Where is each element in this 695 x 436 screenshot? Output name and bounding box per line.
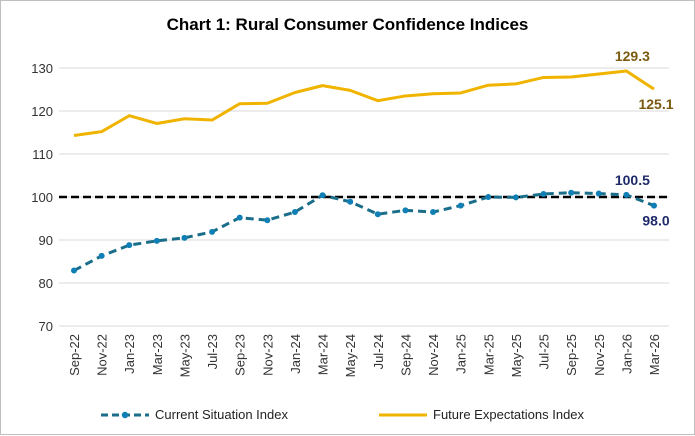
x-tick-label: Sep-23 bbox=[233, 334, 248, 376]
data-point bbox=[319, 192, 326, 199]
data-point bbox=[236, 214, 243, 221]
x-tick-label: Mar-25 bbox=[481, 334, 496, 375]
x-tick-label: Nov-23 bbox=[260, 334, 275, 376]
data-point bbox=[374, 211, 381, 218]
data-label: 100.5 bbox=[615, 172, 650, 188]
legend-item-future: Future Expectations Index bbox=[379, 407, 584, 422]
data-point bbox=[264, 217, 271, 224]
x-tick-label: Jan-24 bbox=[288, 334, 303, 374]
data-label: 125.1 bbox=[638, 96, 673, 112]
data-point bbox=[126, 242, 133, 249]
x-tick-label: Sep-22 bbox=[67, 334, 82, 376]
x-tick-label: Nov-22 bbox=[95, 334, 110, 376]
data-point bbox=[402, 207, 409, 214]
data-point bbox=[430, 209, 437, 216]
x-tick-label: May-23 bbox=[177, 334, 192, 377]
chart-title: Chart 1: Rural Consumer Confidence Indic… bbox=[166, 15, 529, 34]
legend-item-current: Current Situation Index bbox=[101, 407, 288, 422]
x-tick-label: Mar-24 bbox=[316, 334, 331, 375]
x-tick-label: May-25 bbox=[509, 334, 524, 377]
x-tick-label: Mar-23 bbox=[150, 334, 165, 375]
legend-label-current: Current Situation Index bbox=[155, 407, 288, 422]
x-tick-label: Mar-26 bbox=[647, 334, 662, 375]
y-tick-label: 70 bbox=[39, 319, 53, 334]
x-tick-label: Jan-23 bbox=[122, 334, 137, 374]
data-point bbox=[98, 252, 105, 259]
y-tick-label: 90 bbox=[39, 233, 53, 248]
data-point bbox=[181, 234, 188, 241]
series-line-1 bbox=[73, 69, 655, 137]
x-tick-label: Nov-24 bbox=[426, 334, 441, 376]
data-point bbox=[595, 190, 602, 197]
x-tick-label: Sep-25 bbox=[564, 334, 579, 376]
data-point bbox=[457, 202, 464, 209]
data-label: 98.0 bbox=[642, 213, 669, 229]
y-tick-label: 80 bbox=[39, 276, 53, 291]
y-tick-label: 110 bbox=[32, 147, 53, 162]
x-tick-label: Jul-23 bbox=[205, 334, 220, 369]
data-point bbox=[540, 190, 547, 197]
y-tick-label: 120 bbox=[31, 104, 53, 119]
data-point bbox=[485, 194, 492, 200]
data-point bbox=[291, 209, 298, 216]
data-point bbox=[568, 189, 575, 196]
x-tick-label: Jul-25 bbox=[537, 334, 552, 369]
legend-label-future: Future Expectations Index bbox=[433, 407, 585, 422]
x-tick-label: Jul-24 bbox=[371, 334, 386, 369]
data-point bbox=[209, 228, 216, 235]
data-point bbox=[651, 202, 657, 209]
data-point bbox=[512, 194, 519, 201]
x-tick-label: May-24 bbox=[343, 334, 358, 377]
x-tick-label: Nov-25 bbox=[592, 334, 607, 376]
data-point bbox=[153, 237, 160, 244]
data-point bbox=[347, 198, 354, 205]
legend-swatch-current bbox=[101, 411, 149, 418]
y-tick-label: 100 bbox=[31, 190, 53, 205]
x-tick-label: Jan-25 bbox=[454, 334, 469, 374]
data-point bbox=[623, 191, 630, 198]
data-label: 129.3 bbox=[615, 48, 650, 64]
x-tick-label: Sep-24 bbox=[398, 334, 413, 376]
legend-swatch-future bbox=[379, 413, 427, 416]
data-point bbox=[71, 267, 77, 274]
series-line-0 bbox=[73, 191, 655, 272]
y-tick-label: 130 bbox=[31, 61, 53, 76]
x-tick-label: Jan-26 bbox=[619, 334, 634, 374]
